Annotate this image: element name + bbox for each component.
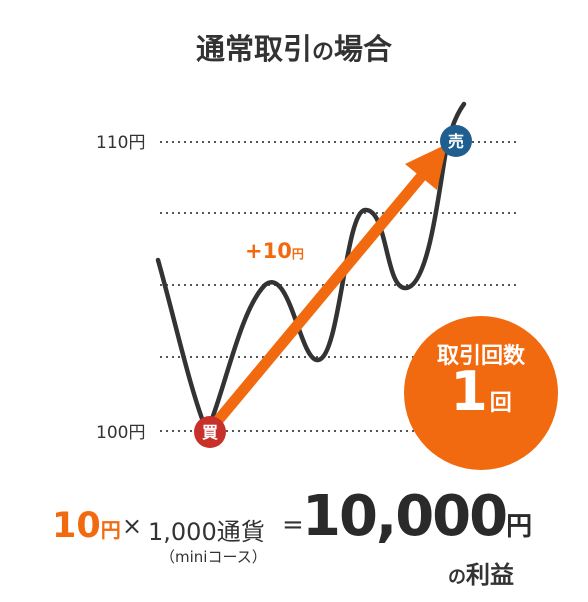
formula-equals: = xyxy=(282,510,304,540)
formula-amount-value: 10 xyxy=(52,506,101,546)
buy-marker-text: 買 xyxy=(202,423,218,442)
formula-amount: 10円 xyxy=(52,506,121,546)
profit-label: の利益 xyxy=(448,555,514,590)
formula-total: 10,000円 xyxy=(302,484,532,549)
profit-text: 利益 xyxy=(466,561,514,589)
title-particle: の xyxy=(311,40,334,65)
formula-times: × xyxy=(122,512,143,540)
sell-marker-text: 売 xyxy=(448,132,464,151)
formula-total-value: 10,000 xyxy=(302,484,508,549)
title-text-b: 場合 xyxy=(334,32,393,66)
formula-units: 1,000通貨 xyxy=(148,518,265,546)
gain-label: +10円 xyxy=(245,239,304,263)
gain-arrow-shaft xyxy=(204,166,431,436)
formula-units-note: （miniコース） xyxy=(160,548,267,566)
title-text-a: 通常取引 xyxy=(195,32,312,66)
gain-unit: 円 xyxy=(292,247,304,261)
trade-count: 1回 xyxy=(404,360,558,423)
trade-count-value: 1 xyxy=(450,360,488,423)
profit-particle: の xyxy=(448,567,466,588)
gain-arrow xyxy=(204,144,447,436)
profit-formula: 10円 × 1,000通貨 （miniコース） = 10,000円 xyxy=(0,484,588,566)
trade-count-label: 取引回数 xyxy=(436,344,525,369)
gain-value: +10 xyxy=(245,239,292,263)
gain-arrow-head xyxy=(405,144,447,190)
sell-marker: 売 xyxy=(440,125,472,157)
formula-amount-unit: 円 xyxy=(100,518,121,542)
axis-label-110: 110円 xyxy=(96,133,145,153)
page-title: 通常取引の場合 xyxy=(0,26,588,68)
trade-count-unit: 回 xyxy=(489,391,512,416)
buy-marker: 買 xyxy=(194,416,226,448)
trade-count-badge: 取引回数 1回 xyxy=(404,316,558,470)
axis-label-100: 100円 xyxy=(96,423,145,443)
formula-total-unit: 円 xyxy=(506,512,533,542)
